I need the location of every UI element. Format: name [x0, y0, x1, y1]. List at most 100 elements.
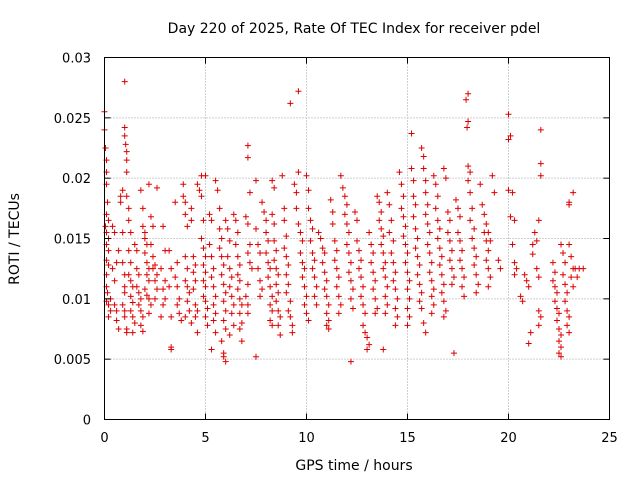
- data-point: [446, 257, 453, 264]
- data-point: [255, 265, 262, 272]
- data-point: [519, 298, 526, 305]
- data-point: [149, 265, 156, 272]
- data-point: [459, 247, 466, 254]
- data-point: [438, 253, 445, 260]
- data-point: [105, 217, 112, 224]
- data-point: [135, 301, 142, 308]
- data-point: [222, 217, 229, 224]
- data-point: [398, 181, 405, 188]
- data-point: [226, 265, 233, 272]
- data-point: [141, 229, 148, 236]
- data-point: [182, 313, 189, 320]
- data-point: [448, 281, 455, 288]
- data-point: [323, 322, 330, 329]
- data-point: [566, 313, 573, 320]
- data-point: [440, 313, 447, 320]
- data-point: [127, 259, 134, 266]
- data-point: [489, 172, 496, 179]
- data-point: [323, 310, 330, 317]
- data-point: [366, 229, 373, 236]
- data-point: [190, 269, 197, 276]
- data-point: [281, 205, 288, 212]
- x-tick-label: 0: [100, 431, 108, 446]
- data-point: [558, 332, 565, 339]
- data-point: [125, 271, 132, 278]
- data-point: [232, 241, 239, 248]
- data-point: [154, 286, 161, 293]
- data-point: [471, 245, 478, 252]
- data-point: [392, 322, 399, 329]
- data-point: [351, 208, 358, 215]
- data-point: [139, 223, 146, 230]
- data-point: [228, 293, 235, 300]
- data-point: [347, 259, 354, 266]
- data-point: [370, 269, 377, 276]
- data-point: [244, 301, 251, 308]
- data-point: [242, 293, 249, 300]
- data-point: [388, 249, 395, 256]
- data-point: [432, 205, 439, 212]
- data-point: [267, 301, 274, 308]
- data-point: [216, 205, 223, 212]
- data-point: [210, 317, 217, 324]
- data-point: [558, 344, 565, 351]
- data-point: [356, 247, 363, 254]
- data-point: [123, 157, 130, 164]
- data-point: [556, 350, 562, 357]
- data-point: [533, 265, 540, 272]
- data-point: [430, 286, 437, 293]
- data-point: [556, 310, 562, 317]
- data-point: [307, 217, 314, 224]
- data-point: [244, 154, 251, 161]
- data-point: [115, 247, 122, 254]
- data-point: [428, 293, 435, 300]
- data-point: [440, 281, 447, 288]
- data-point: [382, 293, 389, 300]
- data-point: [487, 237, 494, 244]
- data-point: [370, 249, 377, 256]
- data-point: [325, 326, 332, 332]
- data-point: [580, 265, 587, 272]
- data-point: [410, 177, 417, 184]
- data-point: [305, 317, 312, 324]
- data-point: [321, 249, 328, 256]
- data-point: [263, 249, 270, 256]
- data-point: [333, 265, 340, 272]
- data-point: [463, 96, 470, 103]
- data-point: [220, 353, 227, 360]
- data-point: [343, 201, 350, 208]
- data-point: [551, 269, 558, 276]
- data-point: [428, 277, 435, 284]
- data-point: [457, 213, 464, 220]
- data-point: [358, 257, 365, 264]
- data-point: [145, 181, 152, 188]
- data-point: [313, 283, 320, 290]
- data-point: [358, 274, 365, 281]
- data-point: [257, 293, 264, 300]
- data-point: [176, 310, 183, 317]
- data-point: [368, 241, 375, 248]
- data-point: [570, 189, 577, 196]
- data-point: [147, 213, 154, 220]
- data-point: [168, 265, 175, 272]
- data-point: [551, 283, 558, 290]
- data-point: [222, 289, 229, 296]
- data-point: [479, 201, 486, 208]
- data-point: [147, 241, 154, 248]
- data-point: [553, 317, 560, 324]
- data-point: [133, 247, 140, 254]
- data-point: [303, 293, 310, 300]
- data-point: [347, 277, 354, 284]
- data-point: [184, 223, 191, 230]
- data-point: [317, 235, 324, 242]
- data-point: [281, 245, 288, 252]
- data-point: [347, 295, 354, 302]
- data-point: [452, 196, 459, 203]
- y-tick-label: 0: [83, 414, 91, 429]
- data-point: [283, 271, 290, 278]
- data-point: [220, 281, 227, 288]
- data-point: [311, 257, 318, 264]
- data-point: [422, 211, 429, 218]
- data-point: [190, 286, 197, 293]
- data-point: [104, 199, 111, 206]
